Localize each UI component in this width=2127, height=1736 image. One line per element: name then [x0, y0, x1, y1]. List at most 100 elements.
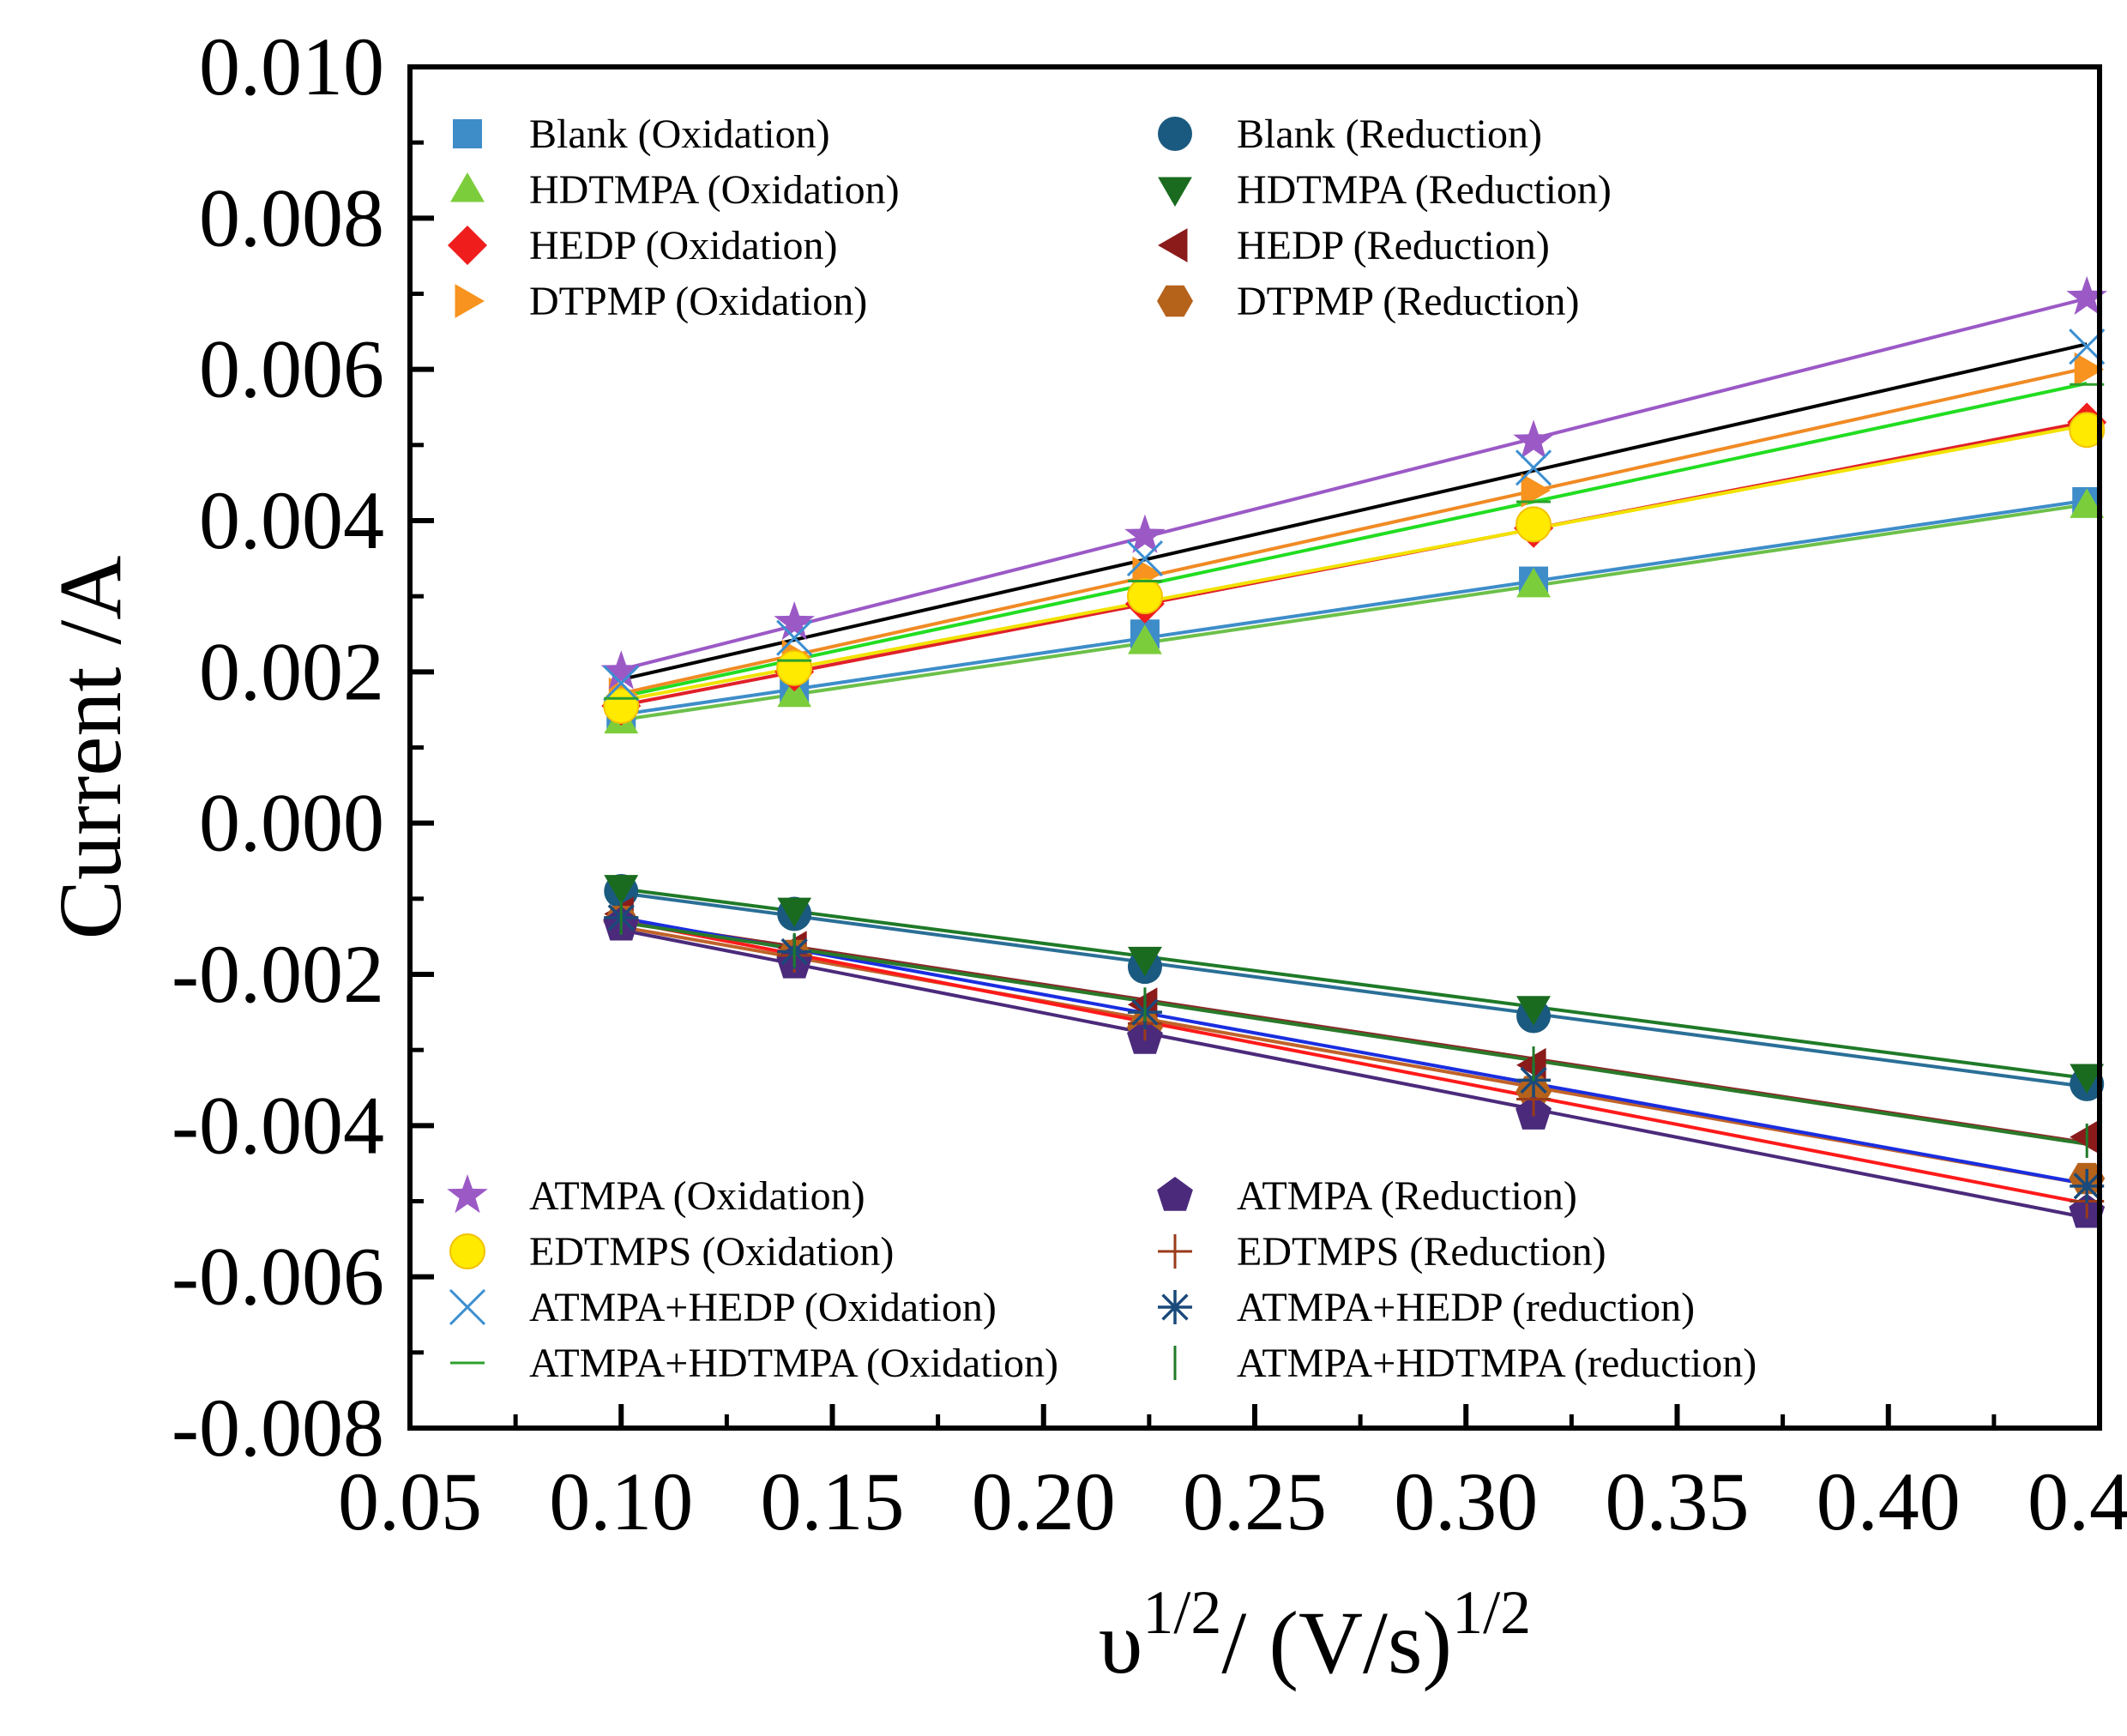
legend-marker-blank-reduction: [1158, 117, 1192, 151]
data-point-atmpa-hedp-oxidation: [603, 665, 640, 702]
data-point-atmpa-hedp-oxidation: [776, 619, 813, 656]
data-point-hdtmpa-reduction: [1128, 946, 1162, 977]
x-tick-label: 0.25: [1183, 1456, 1327, 1547]
legend-label: ATMPA+HEDP (reduction): [1237, 1285, 1695, 1330]
data-point-atmpa-hedp-oxidation: [1126, 540, 1164, 577]
data-point-hdtmpa-oxidation: [1128, 624, 1162, 654]
data-point-atmpa-oxidation: [600, 650, 642, 690]
legend-marker-edtmps-reduction: [1158, 1234, 1192, 1269]
legend-label: DTPMP (Reduction): [1237, 279, 1580, 324]
legend-label: DTPMP (Oxidation): [529, 279, 867, 324]
data-point-hdtmpa-reduction: [2070, 1064, 2105, 1094]
series-hdtmpa-oxidation: [604, 488, 2105, 734]
x-tick-label: 0.05: [338, 1456, 482, 1547]
data-point-hdtmpa-oxidation: [1516, 567, 1551, 598]
series-hdtmpa-reduction: [604, 875, 2105, 1094]
legend-marker-dtpmp-oxidation: [455, 284, 485, 318]
fit-lines: [620, 297, 2088, 1220]
y-axis-ticks: 0.010 0.008 0.006 0.004 0.002 0.000 -0.002 -0.0…: [172, 21, 434, 1474]
legend-entry-blank-reduction: Blank (Reduction): [1158, 112, 1542, 157]
series-atmpa-hdtmpa-reduction: [619, 900, 2088, 1158]
fit-line-atmpa-hdtmpa-oxidation: [620, 381, 2088, 699]
y-tick-label: 0.008: [199, 172, 384, 263]
data-point-edtmps-oxidation: [776, 649, 813, 686]
y-tick-label: -0.004: [172, 1079, 384, 1171]
legend-label: HDTMPA (Oxidation): [529, 167, 900, 213]
data-point-atmpa-hedp-oxidation: [1515, 449, 1552, 486]
y-tick-label: -0.002: [172, 928, 384, 1020]
legend-label: HDTMPA (Reduction): [1237, 167, 1612, 213]
legend-entry-atmpa-hedp-reduction: ATMPA+HEDP (reduction): [1158, 1285, 1695, 1330]
data-point-hdtmpa-oxidation: [2070, 488, 2105, 518]
legend-entry-hedp-oxidation: HEDP (Oxidation): [448, 223, 838, 268]
x-tick-label: 0.10: [549, 1456, 693, 1547]
x-axis-sup-1: 1/2: [1142, 1578, 1221, 1647]
legend-marker-atmpa-hedp-reduction: [1158, 1290, 1192, 1324]
fit-line-edtmps-oxidation: [620, 423, 2088, 702]
data-point-atmpa-oxidation: [1124, 514, 1166, 553]
legend-marker-blank-oxidation: [453, 119, 482, 148]
x-axis-sup-2: 1/2: [1452, 1578, 1531, 1647]
fit-line-hdtmpa-oxidation: [620, 503, 2088, 722]
legend-label: ATMPA (Oxidation): [529, 1173, 865, 1219]
legend-entry-atmpa-hedp-oxidation: ATMPA+HEDP (Oxidation): [449, 1285, 997, 1330]
data-point-dtpmp-oxidation: [1521, 473, 1552, 508]
y-axis-title: Current /A: [41, 556, 140, 940]
legend-entry-edtmps-oxidation: EDTMPS (Oxidation): [449, 1229, 894, 1275]
legend-marker-atmpa-hedp-oxidation: [449, 1288, 486, 1326]
legend-bottom-left: ATMPA (Oxidation) ATMPA (Reduction) EDTMPS…: [447, 1173, 1756, 1386]
legend-label: ATMPA+HEDP (Oxidation): [529, 1285, 997, 1330]
y-tick-label: 0.002: [199, 625, 384, 717]
data-point-dtpmp-oxidation: [2074, 352, 2105, 387]
y-tick-label: -0.008: [172, 1382, 384, 1474]
data-point-hdtmpa-reduction: [777, 897, 812, 928]
legend-label: EDTMPS (Oxidation): [529, 1229, 894, 1275]
y-tick-label: 0.004: [199, 474, 384, 566]
legend-marker-atmpa-reduction: [1157, 1177, 1193, 1211]
legend-marker-dtpmp-reduction: [1157, 285, 1193, 317]
legend-entry-dtpmp-oxidation: DTPMP (Oxidation): [455, 279, 867, 324]
data-point-hdtmpa-reduction: [1516, 996, 1551, 1026]
fit-line-atmpa-reduction: [620, 928, 2088, 1220]
data-point-hdtmpa-reduction: [604, 875, 639, 905]
x-axis-units: / (V/s): [1221, 1594, 1452, 1692]
legend-label: HEDP (Reduction): [1237, 223, 1550, 268]
legend-label: ATMPA+HDTMPA (Oxidation): [529, 1341, 1058, 1386]
fit-line-blank-oxidation: [620, 498, 2088, 717]
legend-label: Blank (Reduction): [1237, 112, 1542, 157]
legend-entry-atmpa-hdtmpa-oxidation: ATMPA+HDTMPA (Oxidation): [450, 1341, 1058, 1386]
x-tick-label: 0.20: [972, 1456, 1116, 1547]
legend-marker-hdtmpa-reduction: [1158, 177, 1192, 207]
legend-label: Blank (Oxidation): [529, 112, 830, 157]
fit-line-atmpa-hdtmpa-reduction: [620, 920, 2088, 1146]
data-point-atmpa-oxidation: [1513, 419, 1554, 459]
x-axis-symbol: υ: [1099, 1594, 1143, 1692]
legend-entry-hedp-reduction: HEDP (Reduction): [1158, 223, 1550, 268]
data-point-atmpa-oxidation: [2066, 275, 2107, 316]
fit-line-atmpa-oxidation: [620, 297, 2088, 672]
legend-entry-edtmps-reduction: EDTMPS (Reduction): [1158, 1229, 1606, 1275]
x-tick-label: 0.15: [761, 1456, 905, 1547]
fit-line-edtmps-reduction: [620, 919, 2088, 1206]
legend-entry-hdtmpa-reduction: HDTMPA (Reduction): [1158, 167, 1612, 213]
legend-top-left: Blank (Oxidation) Blank (Reduction) HDTMPA…: [448, 112, 1612, 324]
data-point-atmpa-oxidation: [774, 601, 815, 641]
legend-label: EDTMPS (Reduction): [1237, 1229, 1606, 1275]
legend-entry-blank-oxidation: Blank (Oxidation): [453, 112, 830, 157]
legend-entry-atmpa-oxidation: ATMPA (Oxidation): [447, 1173, 865, 1219]
fit-line-blank-reduction: [620, 891, 2088, 1089]
fit-line-dtpmp-oxidation: [620, 366, 2088, 696]
legend-marker-atmpa-oxidation: [447, 1174, 488, 1214]
legend-label: ATMPA+HDTMPA (reduction): [1237, 1341, 1756, 1386]
fit-line-hdtmpa-reduction: [620, 887, 2088, 1081]
series-atmpa-oxidation: [600, 275, 2107, 690]
fit-line-atmpa-hedp-reduction: [620, 916, 2088, 1186]
legend-entry-dtpmp-reduction: DTPMP (Reduction): [1157, 279, 1580, 324]
data-point-hdtmpa-oxidation: [777, 677, 812, 708]
legend-marker-hdtmpa-oxidation: [450, 172, 485, 202]
y-tick-label: -0.006: [172, 1231, 384, 1323]
x-tick-label: 0.30: [1394, 1456, 1538, 1547]
legend-entry-atmpa-hdtmpa-reduction: ATMPA+HDTMPA (reduction): [1173, 1341, 1756, 1386]
legend-marker-hedp-oxidation: [448, 226, 487, 265]
